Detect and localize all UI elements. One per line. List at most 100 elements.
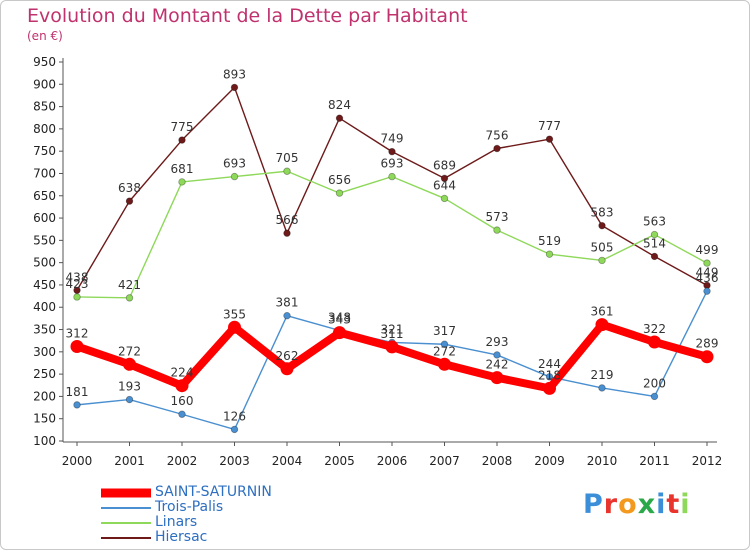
data-label: 322 xyxy=(643,322,666,336)
x-tick-label: 2007 xyxy=(429,454,460,468)
data-label: 777 xyxy=(538,119,561,133)
data-point xyxy=(493,226,501,234)
series-trois-palis xyxy=(73,287,711,434)
data-point xyxy=(648,335,661,349)
logo-letter: x xyxy=(637,489,657,520)
data-label: 693 xyxy=(381,157,404,171)
y-tick-label: 950 xyxy=(33,55,56,69)
data-label: 317 xyxy=(433,324,456,338)
data-point xyxy=(545,373,554,381)
data-point xyxy=(440,174,449,183)
logo-letter: P xyxy=(583,489,604,520)
data-label: 436 xyxy=(696,271,719,285)
data-point xyxy=(650,230,659,239)
legend-swatch xyxy=(101,521,151,524)
y-tick-label: 900 xyxy=(33,77,56,91)
y-tick-label: 800 xyxy=(33,122,56,136)
x-tick-label: 2002 xyxy=(167,454,198,468)
data-point xyxy=(388,147,396,156)
logo-letter: o xyxy=(618,489,638,520)
data-point xyxy=(230,83,239,92)
x-tick-label: 2012 xyxy=(692,454,723,468)
data-label: 361 xyxy=(591,305,614,319)
y-tick-label: 550 xyxy=(33,233,56,247)
data-label: 293 xyxy=(486,335,509,349)
y-tick-label: 650 xyxy=(33,189,56,203)
x-tick-label: 2000 xyxy=(62,454,93,468)
data-label: 756 xyxy=(486,129,509,143)
data-label: 563 xyxy=(643,215,666,229)
data-label: 311 xyxy=(381,327,404,341)
data-point xyxy=(230,172,239,181)
data-point xyxy=(125,197,134,205)
data-label: 244 xyxy=(538,357,561,371)
y-tick-label: 750 xyxy=(33,144,56,158)
data-label: 200 xyxy=(643,376,666,390)
data-label: 181 xyxy=(66,385,89,399)
data-label: 423 xyxy=(66,277,89,291)
data-point xyxy=(178,136,186,144)
data-point xyxy=(283,229,291,237)
series-saint-saturnin xyxy=(70,318,714,395)
data-label: 824 xyxy=(328,98,351,112)
data-point xyxy=(73,401,81,409)
data-point xyxy=(125,294,134,302)
unit-label: (en €) xyxy=(27,29,63,43)
data-label: 126 xyxy=(223,409,246,423)
legend-swatch xyxy=(101,536,151,539)
data-label: 566 xyxy=(276,213,299,227)
y-tick-label: 700 xyxy=(33,166,56,180)
data-label: 160 xyxy=(171,394,194,408)
y-tick-label: 400 xyxy=(33,300,56,314)
data-labels: 312 272 224 355 262 343 311 272 242 218 361 322 289 1… xyxy=(66,67,719,423)
logo-letter: r xyxy=(603,489,619,520)
series-line xyxy=(76,170,708,299)
data-label: 218 xyxy=(538,368,561,382)
data-label: 693 xyxy=(223,157,246,171)
series-hiersac xyxy=(73,83,711,294)
y-tick-label: 300 xyxy=(33,345,56,359)
data-label: 289 xyxy=(696,337,719,351)
x-tick-label: 2005 xyxy=(324,454,355,468)
y-tick-label: 100 xyxy=(33,434,56,448)
y-tick-label: 850 xyxy=(33,100,56,114)
data-point xyxy=(230,425,239,434)
data-label: 583 xyxy=(591,206,614,220)
data-point xyxy=(650,252,659,261)
data-label: 499 xyxy=(696,243,719,257)
data-label: 355 xyxy=(223,307,246,321)
data-label: 312 xyxy=(66,326,89,340)
data-point xyxy=(70,339,84,353)
legend-label: Trois-Palis xyxy=(155,499,224,515)
y-tick-label: 200 xyxy=(33,389,56,403)
logo-letter: i xyxy=(656,489,667,520)
x-tick-label: 2008 xyxy=(482,454,513,468)
data-point xyxy=(545,250,554,258)
data-label: 381 xyxy=(276,296,299,310)
data-label: 438 xyxy=(66,270,89,284)
x-tick-label: 2010 xyxy=(587,454,618,468)
y-tick-label: 150 xyxy=(33,412,56,426)
data-label: 705 xyxy=(276,151,299,165)
data-point xyxy=(650,392,659,401)
y-tick-label: 250 xyxy=(33,367,56,381)
y-tick-label: 500 xyxy=(33,256,56,270)
data-label: 573 xyxy=(486,210,509,224)
data-point xyxy=(280,362,294,376)
data-point xyxy=(178,178,186,186)
data-point xyxy=(543,381,556,395)
data-point xyxy=(598,384,606,392)
data-point xyxy=(283,167,291,175)
legend-label: Hiersac xyxy=(155,529,208,545)
legend-swatch xyxy=(101,488,151,497)
data-point xyxy=(490,371,504,385)
data-point xyxy=(388,172,396,181)
data-label: 505 xyxy=(591,240,614,254)
x-tick-label: 2009 xyxy=(534,454,565,468)
series-linars xyxy=(73,167,711,302)
data-point xyxy=(440,194,449,203)
data-point xyxy=(385,340,399,354)
x-tick-label: 2004 xyxy=(272,454,303,468)
